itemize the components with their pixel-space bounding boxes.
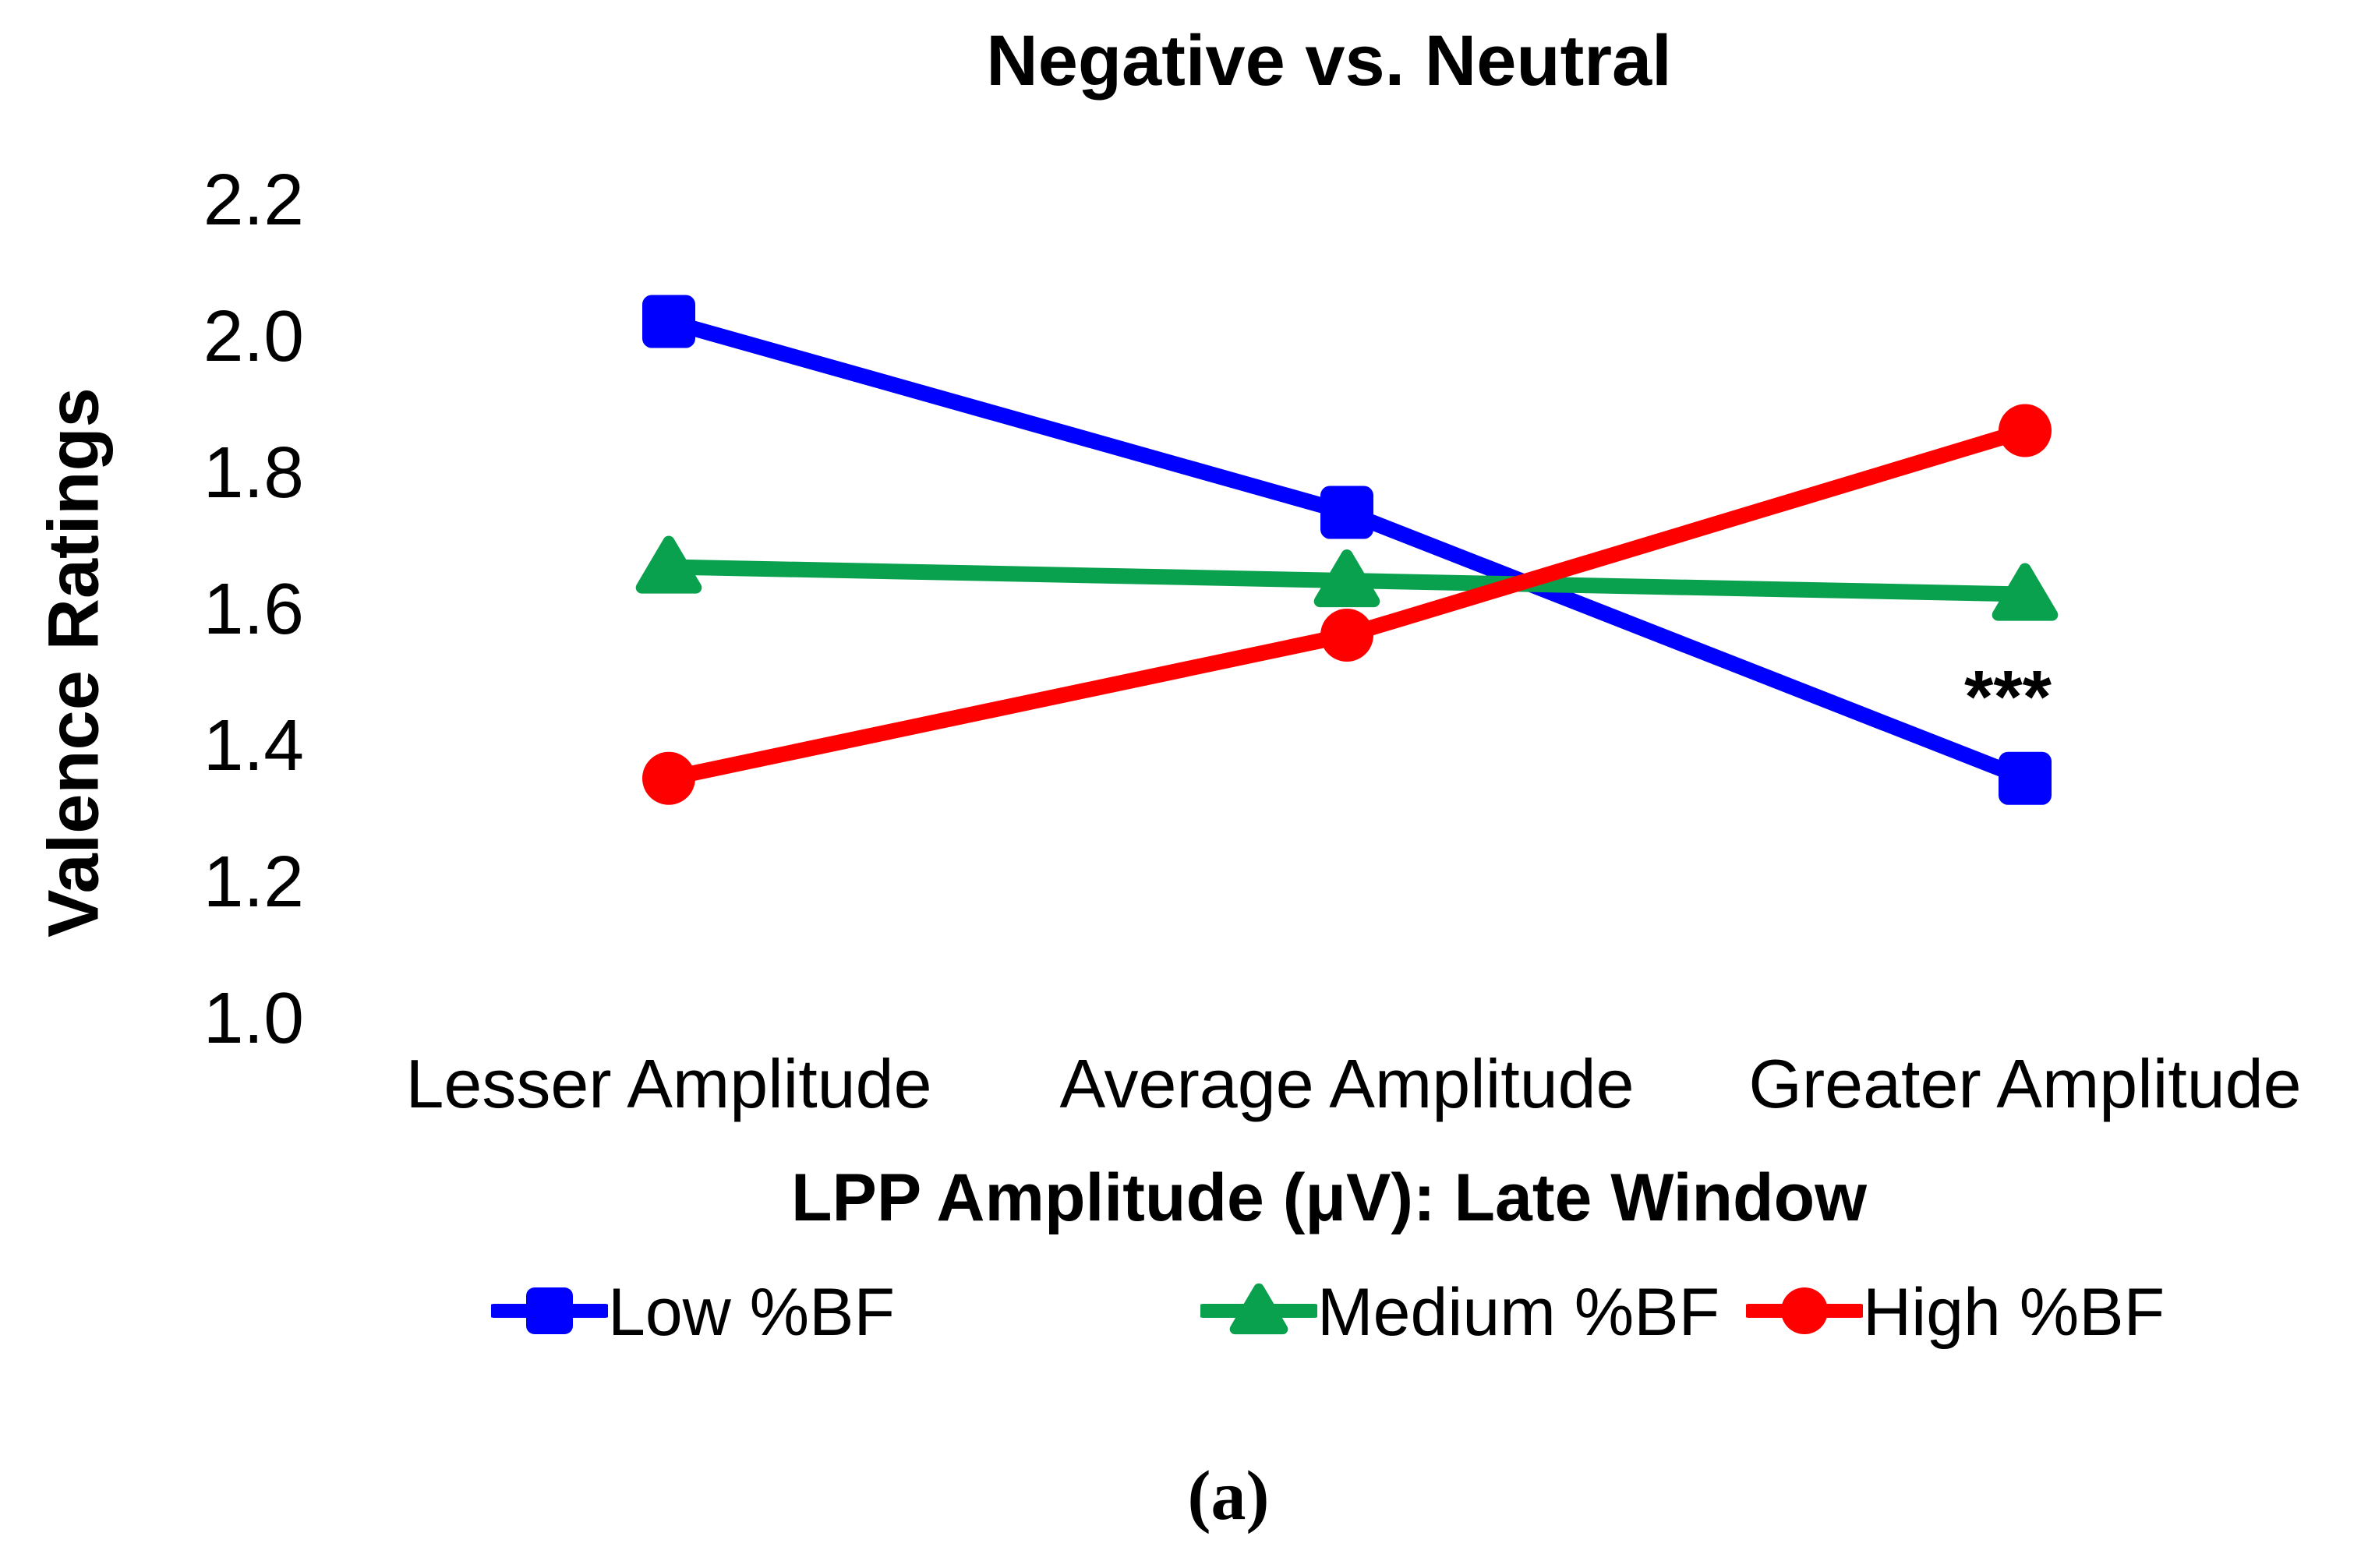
chart-title: Negative vs. Neutral	[986, 21, 1672, 101]
x-tick-label: Average Amplitude	[1059, 1045, 1634, 1122]
legend-item-high-bf: High %BF	[1742, 1267, 2165, 1358]
significance-annotation: ***	[1964, 655, 2052, 739]
y-tick-label: 1.0	[203, 977, 304, 1058]
y-tick-label: 2.0	[203, 295, 304, 376]
legend-key-line	[1196, 1283, 1321, 1334]
legend-square-marker-icon	[487, 1267, 612, 1358]
legend-triangle-marker-icon	[1196, 1267, 1321, 1358]
data-point-marker-triangle	[1992, 563, 2059, 621]
y-tick-label: 1.6	[203, 568, 304, 649]
y-tick-label: 1.4	[203, 705, 304, 786]
legend-item-medium-bf: Medium %BF	[1196, 1267, 1720, 1358]
data-point-marker-triangle	[635, 535, 702, 594]
data-point-marker-square	[1320, 486, 1373, 539]
data-point-marker-circle	[642, 751, 695, 805]
chart-legend: Low %BF Medium %BF High %BF	[0, 1269, 2368, 1356]
y-tick-label: 2.2	[203, 159, 304, 240]
data-point-marker-triangle	[1229, 1283, 1288, 1334]
y-tick-label: 1.2	[203, 841, 304, 922]
data-point-marker-triangle	[1313, 549, 1380, 608]
legend-key-line	[1742, 1287, 1867, 1334]
data-point-marker-circle	[1999, 404, 2052, 457]
data-point-marker-square	[642, 295, 695, 348]
x-axis-title: LPP Amplitude (μV): Late Window	[790, 1160, 1868, 1235]
legend-label: Low %BF	[608, 1275, 896, 1350]
x-tick-label: Greater Amplitude	[1748, 1045, 2301, 1122]
y-tick-label: 1.8	[203, 432, 304, 513]
legend-key-line	[487, 1287, 612, 1334]
data-point-marker-square	[526, 1287, 573, 1334]
legend-label: High %BF	[1863, 1275, 2165, 1350]
panel-caption: (a)	[1187, 1457, 1270, 1534]
data-point-marker-circle	[1781, 1287, 1828, 1334]
legend-label: Medium %BF	[1317, 1275, 1720, 1350]
data-point-marker-square	[1999, 751, 2052, 805]
data-point-marker-circle	[1320, 609, 1373, 662]
legend-circle-marker-icon	[1742, 1267, 1867, 1358]
legend-item-low-bf: Low %BF	[487, 1267, 896, 1358]
x-tick-label: Lesser Amplitude	[405, 1045, 931, 1122]
